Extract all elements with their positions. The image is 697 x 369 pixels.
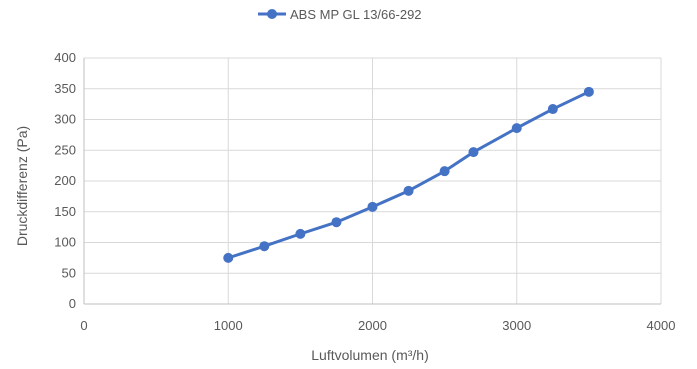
grid xyxy=(83,57,662,305)
data-point xyxy=(468,147,479,158)
y-tick-label: 350 xyxy=(54,81,76,96)
y-tick-label: 200 xyxy=(54,173,76,188)
data-point xyxy=(403,185,414,196)
x-tick-label: 1000 xyxy=(214,318,243,333)
data-point xyxy=(511,123,522,134)
legend-series-label: ABS MP GL 13/66-292 xyxy=(290,7,422,22)
y-tick-label: 300 xyxy=(54,112,76,127)
data-point xyxy=(439,166,450,177)
series-layer xyxy=(223,86,594,263)
y-tick-label: 100 xyxy=(54,235,76,250)
x-tick-label: 2000 xyxy=(358,318,387,333)
y-tick-label: 0 xyxy=(69,296,76,311)
data-point xyxy=(547,104,558,115)
data-point xyxy=(331,217,342,228)
series-line xyxy=(226,90,591,260)
legend: ABS MP GL 13/66-292 xyxy=(258,7,422,22)
y-tick-label: 400 xyxy=(54,50,76,65)
y-tick-label: 250 xyxy=(54,142,76,157)
y-axis-title: Druckdifferenz (Pa) xyxy=(14,126,30,246)
data-point xyxy=(583,86,594,97)
data-point xyxy=(259,241,270,252)
data-point xyxy=(367,201,378,212)
data-point xyxy=(295,228,306,239)
x-tick-label: 0 xyxy=(80,318,87,333)
y-tick-label: 50 xyxy=(62,265,76,280)
y-tick-label: 150 xyxy=(54,204,76,219)
data-point xyxy=(223,252,234,263)
legend-point-marker xyxy=(267,9,277,19)
x-axis-title: Luftvolumen (m³/h) xyxy=(311,347,428,363)
x-tick-label: 4000 xyxy=(647,318,676,333)
x-tick-label: 3000 xyxy=(502,318,531,333)
